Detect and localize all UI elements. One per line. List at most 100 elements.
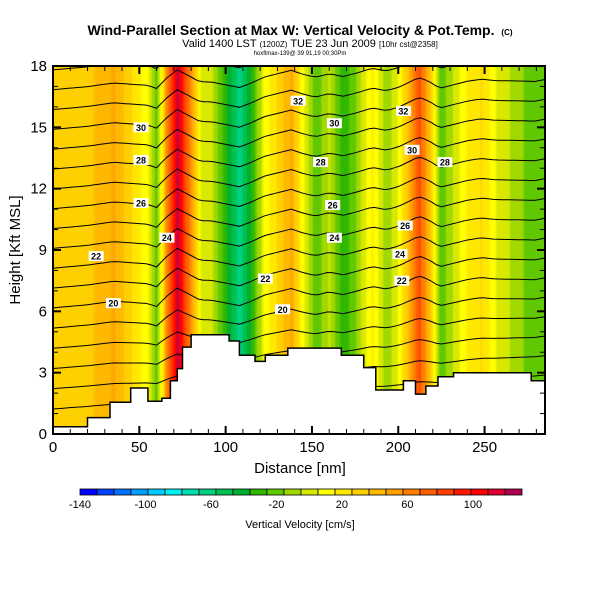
contour-label-bg [290, 95, 306, 106]
contour-label: 20 [275, 304, 291, 315]
contour-label-text: 20 [108, 299, 118, 309]
contour-label: 30 [404, 144, 420, 155]
colorbar-swatch [249, 488, 268, 496]
colorbar-swatch [232, 488, 251, 496]
contour-label-bg [392, 249, 408, 260]
field-band [522, 66, 536, 434]
colorbar-swatch [453, 488, 472, 496]
colorbar-tick-label: 20 [336, 499, 348, 511]
contour-label: 32 [395, 105, 411, 116]
field-band [410, 66, 420, 434]
contour-label: 26 [397, 220, 413, 231]
contour-label: 28 [133, 155, 149, 166]
x-tick-label: 100 [213, 439, 238, 456]
contour-label-text: 24 [329, 233, 339, 243]
colorbar-swatch [147, 488, 166, 496]
colorbar-swatch [130, 488, 149, 496]
colorbar-swatch [317, 488, 336, 496]
contour-label-bg [437, 157, 453, 168]
contour-label-bg [394, 275, 410, 286]
colorbar-swatch [368, 488, 387, 496]
plot-area: 30 28 26 24 22 20 22 20 32 30 28 26 24 32 30 28 26 24 22 [53, 66, 545, 434]
contour-label-text: 22 [397, 276, 407, 286]
colorbar-swatch [504, 488, 523, 496]
field-band [156, 66, 166, 434]
field-band [165, 66, 178, 434]
contour-label: 26 [325, 200, 341, 211]
y-tick-label: 0 [39, 426, 47, 443]
contour-label: 24 [326, 232, 342, 243]
theta-contour-line [53, 236, 545, 269]
colorbar-swatch [487, 488, 506, 496]
contour-label: 30 [133, 122, 149, 133]
contour-label: 32 [290, 95, 306, 106]
contour-label-text: 24 [395, 250, 405, 260]
x-axis-label: Distance [nm] [254, 460, 346, 477]
contour-label-text: 32 [398, 106, 408, 116]
contour-label-bg [275, 304, 291, 315]
contour-label-bg [397, 220, 413, 231]
field-band [467, 66, 482, 434]
contour-label: 22 [257, 273, 273, 284]
colorbar-tick-label: -140 [69, 499, 91, 511]
theta-contour-line [53, 296, 545, 329]
colorbar-swatch [470, 488, 489, 496]
field-band [113, 66, 132, 434]
contour-label-text: 22 [260, 274, 270, 284]
contour-label-bg [133, 122, 149, 133]
colorbar-swatch [181, 488, 200, 496]
contour-label: 24 [392, 249, 408, 260]
field-band [356, 66, 373, 434]
contour-label: 30 [326, 118, 342, 129]
copyright-mark: (C) [501, 28, 512, 37]
colorbar-swatch [334, 488, 353, 496]
contour-label: 26 [133, 197, 149, 208]
colorbar-tick-label: -100 [134, 499, 156, 511]
colorbar-swatch [198, 488, 217, 496]
contour-label: 28 [313, 157, 329, 168]
contour-label-text: 28 [136, 156, 146, 166]
y-axis-label: Height [Kft MSL] [7, 195, 24, 304]
field-band [147, 66, 158, 434]
contour-label-text: 22 [91, 252, 101, 262]
contour-label-bg [159, 232, 175, 243]
contour-label-text: 30 [136, 123, 146, 133]
y-tick-label: 18 [30, 58, 47, 75]
field-band [329, 66, 344, 434]
contour-label-text: 28 [316, 158, 326, 168]
theta-contours [53, 66, 545, 410]
field-band [481, 66, 496, 434]
contour-label: 20 [105, 298, 121, 309]
contour-label-bg [325, 200, 341, 211]
colorbar-tick-label: -60 [203, 499, 219, 511]
y-tick-label: 12 [30, 181, 47, 198]
contour-label: 22 [394, 275, 410, 286]
theta-contour-line [53, 316, 545, 349]
theta-contour-line [53, 156, 545, 190]
colorbar-tick-label: 100 [464, 499, 482, 511]
contour-label-bg [88, 251, 104, 262]
contour-label-text: 24 [162, 233, 172, 243]
field-band [494, 66, 510, 434]
contour-label-text: 20 [278, 305, 288, 315]
y-tick-label: 9 [39, 242, 47, 259]
contour-label: 24 [159, 232, 175, 243]
x-tick-label: 250 [472, 439, 497, 456]
colorbar-swatch [385, 488, 404, 496]
contour-label-text: 32 [293, 96, 303, 106]
chart-subtitle: Valid 1400 LST (1200Z) TUE 23 Jun 2009 [… [182, 38, 438, 50]
contour-labels: 30 28 26 24 22 20 22 20 32 30 28 26 24 32 30 28 26 24 22 [88, 95, 453, 315]
colorbar-swatch [164, 488, 183, 496]
theta-contour-line [53, 275, 545, 309]
colorbar-swatch [419, 488, 438, 496]
colorbar-swatch [79, 488, 98, 496]
theta-contour-line [53, 196, 545, 229]
contour-label-bg [395, 105, 411, 116]
colorbar-swatch [436, 488, 455, 496]
axes: 0 50 100 150 200 250 0 3 6 9 12 15 18 [30, 58, 546, 456]
theta-contour-line [53, 77, 545, 110]
colorbar-swatch [283, 488, 302, 496]
contour-label-bg [313, 157, 329, 168]
contour-label-bg [257, 273, 273, 284]
